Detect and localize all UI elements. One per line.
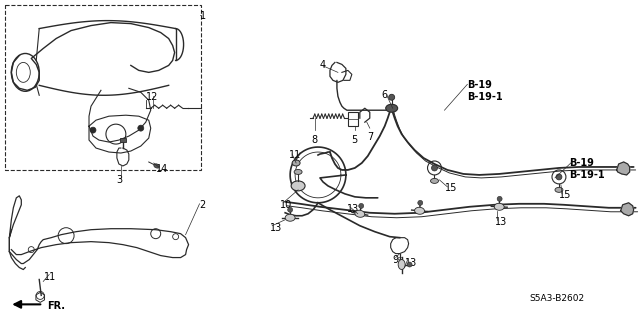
Text: 1: 1 <box>200 11 205 21</box>
Ellipse shape <box>291 181 305 191</box>
Text: 8: 8 <box>311 135 317 145</box>
Ellipse shape <box>555 187 563 192</box>
Text: 12: 12 <box>146 92 158 102</box>
Circle shape <box>418 200 423 205</box>
Circle shape <box>388 94 395 100</box>
Ellipse shape <box>494 203 504 210</box>
Ellipse shape <box>154 164 159 168</box>
Ellipse shape <box>431 178 438 183</box>
Circle shape <box>287 207 292 212</box>
Polygon shape <box>621 203 634 216</box>
Text: S5A3-B2602: S5A3-B2602 <box>529 294 584 303</box>
Circle shape <box>497 197 502 201</box>
Circle shape <box>138 125 144 131</box>
Text: B-19
B-19-1: B-19 B-19-1 <box>467 80 503 102</box>
Ellipse shape <box>292 160 300 166</box>
Circle shape <box>556 174 562 180</box>
Text: 15: 15 <box>444 183 457 193</box>
Text: 11: 11 <box>44 271 56 281</box>
Text: 5: 5 <box>351 135 357 145</box>
Text: 4: 4 <box>320 60 326 70</box>
Text: 6: 6 <box>381 90 388 100</box>
Ellipse shape <box>294 169 302 174</box>
Text: 7: 7 <box>367 132 373 142</box>
Text: 2: 2 <box>200 200 206 210</box>
Bar <box>120 138 126 142</box>
Text: FR.: FR. <box>47 301 65 311</box>
Text: B-19
B-19-1: B-19 B-19-1 <box>569 158 605 180</box>
Ellipse shape <box>415 207 424 214</box>
Text: 9: 9 <box>393 255 399 264</box>
Circle shape <box>431 165 438 171</box>
Text: 13: 13 <box>347 204 359 214</box>
Text: 11: 11 <box>289 150 301 160</box>
Polygon shape <box>617 162 630 175</box>
Ellipse shape <box>355 210 365 217</box>
Text: 15: 15 <box>559 190 572 200</box>
Ellipse shape <box>386 104 397 112</box>
Text: 14: 14 <box>156 164 168 174</box>
Bar <box>5 5 200 170</box>
Text: 10: 10 <box>280 200 292 210</box>
Bar <box>348 112 358 126</box>
Text: 3: 3 <box>116 175 122 185</box>
Ellipse shape <box>285 214 295 221</box>
Ellipse shape <box>398 260 405 270</box>
Circle shape <box>358 204 364 208</box>
Circle shape <box>90 127 96 133</box>
Circle shape <box>407 262 412 267</box>
Text: 13: 13 <box>495 217 508 227</box>
Text: 13: 13 <box>270 223 282 233</box>
Text: 13: 13 <box>404 257 417 268</box>
